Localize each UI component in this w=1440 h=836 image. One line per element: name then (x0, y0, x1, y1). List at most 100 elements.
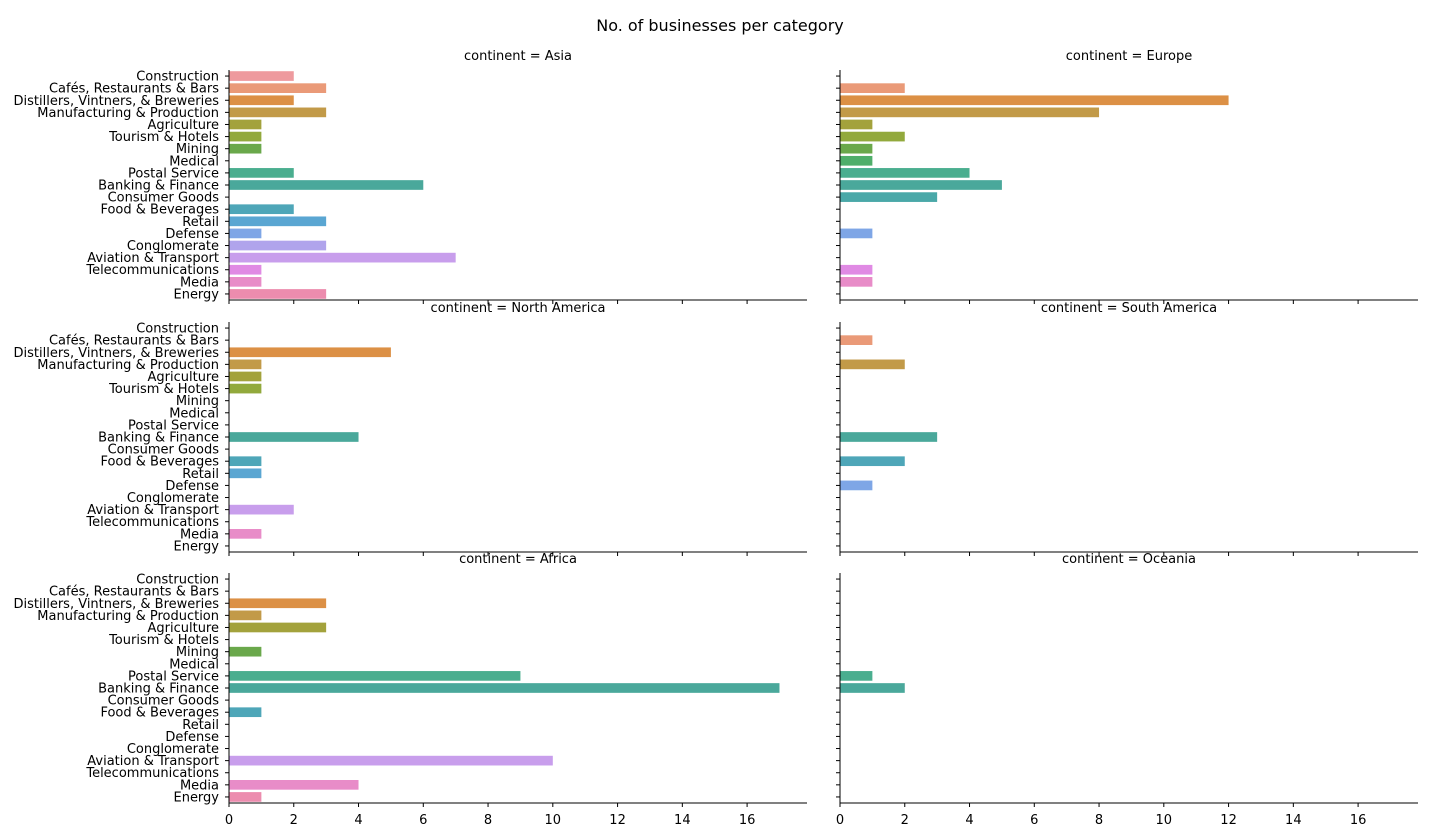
category-tick-label: Energy (173, 539, 219, 554)
bar (229, 792, 262, 802)
category-tick-label: Tourism & Hotels (108, 130, 219, 145)
category-tick-label: Banking & Finance (98, 179, 219, 194)
category-tick-label: Retail (182, 215, 219, 230)
bar (840, 335, 873, 345)
chart-title: No. of businesses per category (596, 16, 844, 35)
category-tick-label: Aviation & Transport (87, 503, 219, 518)
x-tick-label: 14 (1285, 813, 1302, 828)
category-tick-label: Cafés, Restaurants & Bars (49, 82, 219, 97)
bar (229, 277, 262, 287)
panel-title: continent = Oceania (1062, 552, 1196, 567)
bar (840, 359, 905, 370)
bar (229, 83, 327, 93)
category-tick-label: Defense (165, 479, 219, 494)
bar (229, 707, 262, 718)
category-tick-label: Construction (136, 573, 219, 588)
bar (840, 131, 905, 142)
category-tick-label: Manufacturing & Production (37, 609, 219, 624)
bar (229, 646, 262, 657)
facet-panel: continent = Oceania 0 2 4 6 8 10 12 14 16 (836, 552, 1418, 828)
bar (229, 240, 327, 251)
panel-title: continent = South America (1041, 301, 1217, 316)
category-tick-label: Defense (165, 730, 219, 745)
bar (840, 456, 905, 467)
category-tick-label: Conglomerate (127, 742, 219, 757)
bar (229, 347, 391, 358)
bar (229, 143, 262, 154)
bar (229, 780, 359, 790)
category-tick-label: Postal Service (128, 166, 219, 181)
category-tick-label: Telecommunications (85, 515, 219, 530)
category-tick-label: Tourism & Hotels (108, 382, 219, 397)
bar (229, 289, 327, 299)
bar (229, 71, 294, 81)
category-tick-label: Banking & Finance (98, 682, 219, 697)
bar (840, 192, 938, 202)
category-tick-label: Tourism & Hotels (108, 633, 219, 648)
category-tick-label: Aviation & Transport (87, 754, 219, 769)
category-tick-label: Postal Service (128, 418, 219, 433)
bar (229, 228, 262, 239)
bar (229, 264, 262, 275)
category-tick-label: Distillers, Vintners, & Breweries (14, 94, 220, 109)
category-tick-label: Medical (169, 154, 219, 169)
bar (229, 371, 262, 382)
category-tick-label: Consumer Goods (108, 694, 220, 709)
bar (229, 529, 262, 539)
category-tick-label: Aviation & Transport (87, 251, 219, 266)
category-tick-label: Energy (173, 287, 219, 302)
bar (229, 504, 294, 515)
x-tick-label: 0 (836, 813, 844, 828)
x-tick-label: 2 (290, 813, 298, 828)
bar (229, 432, 359, 442)
bar (840, 264, 873, 275)
category-tick-label: Conglomerate (127, 491, 219, 506)
x-tick-label: 16 (739, 813, 756, 828)
bar (840, 119, 873, 130)
category-tick-label: Agriculture (148, 370, 220, 385)
bar (840, 180, 1002, 190)
bar (840, 277, 873, 287)
category-tick-label: Media (180, 275, 219, 290)
bar (840, 168, 970, 178)
x-tick-label: 6 (1030, 813, 1038, 828)
category-tick-label: Conglomerate (127, 239, 219, 254)
x-tick-label: 16 (1350, 813, 1367, 828)
facet-panel: continent = Europe (836, 49, 1418, 304)
bar (229, 755, 553, 766)
x-tick-label: 6 (419, 813, 427, 828)
bar (840, 155, 873, 166)
bar (229, 168, 294, 178)
category-tick-label: Manufacturing & Production (37, 106, 219, 121)
bar (229, 95, 294, 106)
bar (840, 683, 905, 693)
facet-panel: continent = North America ConstructionCaf… (14, 301, 807, 556)
category-tick-label: Distillers, Vintners, & Breweries (14, 597, 220, 612)
x-tick-label: 2 (901, 813, 909, 828)
category-tick-label: Distillers, Vintners, & Breweries (14, 346, 220, 361)
bar (229, 683, 780, 693)
x-tick-label: 10 (545, 813, 562, 828)
x-tick-label: 4 (354, 813, 362, 828)
bar (840, 432, 938, 442)
x-tick-label: 0 (225, 813, 233, 828)
bar (229, 468, 262, 479)
category-tick-label: Mining (176, 142, 219, 157)
bar (229, 622, 327, 633)
category-tick-label: Mining (176, 394, 219, 409)
bar (840, 107, 1100, 118)
category-tick-label: Mining (176, 645, 219, 660)
bar (229, 383, 262, 394)
category-tick-label: Retail (182, 718, 219, 733)
x-tick-label: 10 (1156, 813, 1173, 828)
panel-title: continent = Europe (1066, 49, 1193, 64)
category-tick-label: Food & Beverages (100, 706, 219, 721)
category-tick-label: Agriculture (148, 118, 220, 133)
x-tick-label: 8 (1095, 813, 1103, 828)
category-tick-label: Medical (169, 406, 219, 421)
bar (840, 228, 873, 239)
x-tick-label: 8 (484, 813, 492, 828)
bar (229, 252, 456, 263)
bar (229, 131, 262, 142)
